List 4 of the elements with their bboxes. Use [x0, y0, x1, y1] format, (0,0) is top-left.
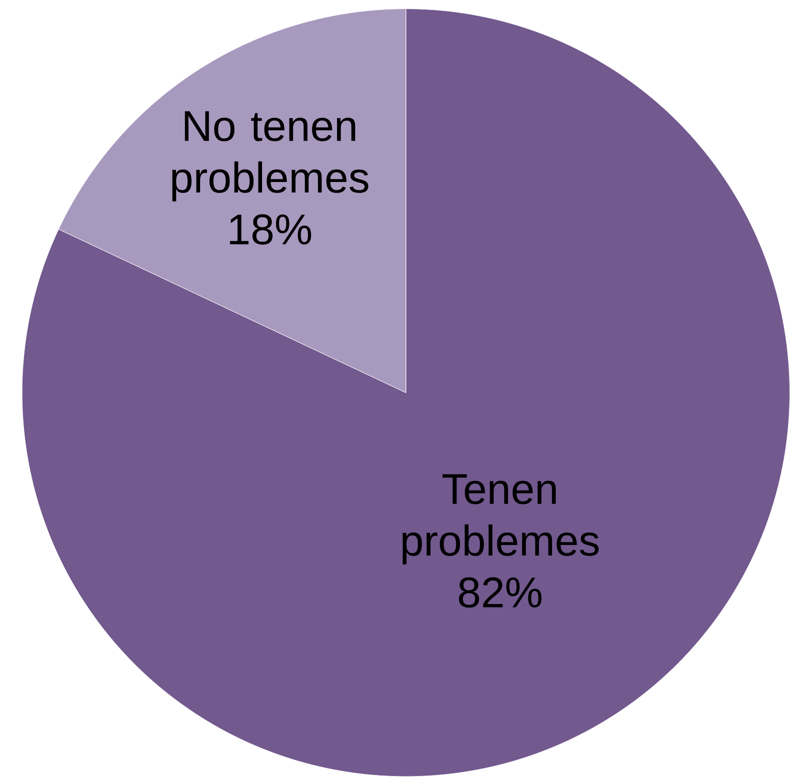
data-label: 18%	[230, 214, 312, 245]
data-label: 82%	[458, 577, 542, 608]
slice-label: No tenen problemes	[172, 111, 368, 202]
slice-label: Tenen problemes	[402, 474, 599, 565]
